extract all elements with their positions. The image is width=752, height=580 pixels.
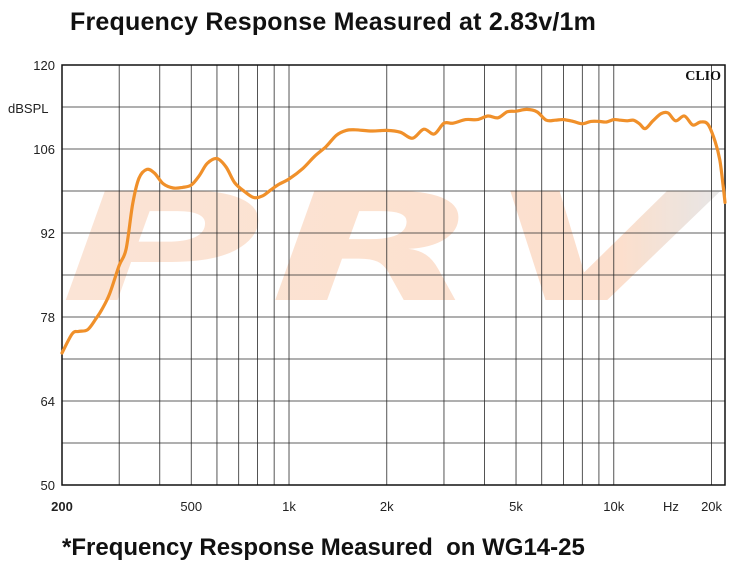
y-tick-label: 50 bbox=[41, 478, 55, 493]
x-tick-label: 10k bbox=[603, 499, 624, 514]
y-tick-label: 106 bbox=[33, 142, 55, 157]
y-axis-label: dBSPL bbox=[8, 101, 48, 116]
y-tick-label: 92 bbox=[41, 226, 55, 241]
x-tick-label: 2k bbox=[380, 499, 394, 514]
y-tick-label: 120 bbox=[33, 58, 55, 73]
x-unit-label: Hz bbox=[663, 499, 679, 514]
chart-title: Frequency Response Measured at 2.83v/1m bbox=[70, 8, 597, 36]
x-tick-label: 500 bbox=[180, 499, 202, 514]
y-tick-label: 78 bbox=[41, 310, 55, 325]
x-tick-label: 1k bbox=[282, 499, 296, 514]
brand-logo-text: CLIO bbox=[685, 69, 721, 84]
chart-caption: *Frequency Response Measured on WG14-25 bbox=[62, 534, 585, 561]
series-line-response bbox=[60, 107, 727, 355]
watermark-logo: PRV bbox=[60, 162, 721, 336]
plot-frame bbox=[61, 64, 726, 486]
x-tick-label: 200 bbox=[51, 499, 73, 514]
y-tick-label: 64 bbox=[41, 394, 55, 409]
x-tick-label: 20k bbox=[701, 499, 722, 514]
x-tick-label: 5k bbox=[509, 499, 523, 514]
